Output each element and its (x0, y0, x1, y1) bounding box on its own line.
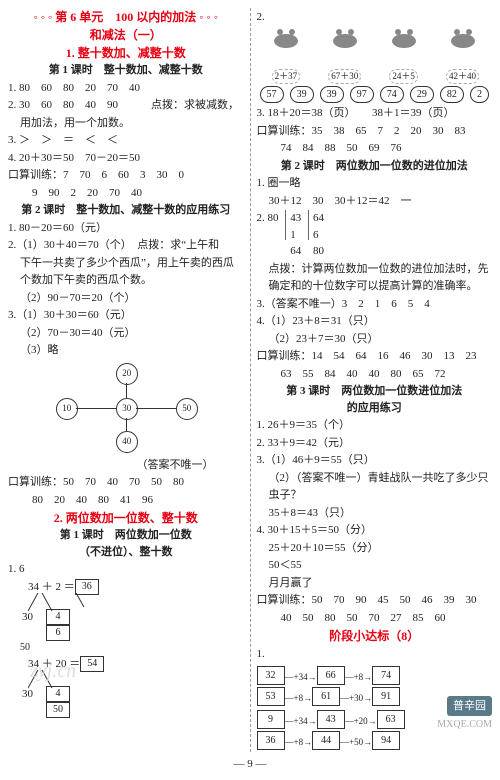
crab-1: 2＋37 (261, 27, 311, 85)
lesson-5: 第 3 课时 两位数加一位数进位加法 (257, 383, 493, 400)
lesson-4: 第 2 课时 两位数加一位数的进位加法 (257, 158, 493, 175)
watermark-bottom: MXQE.COM (437, 717, 492, 732)
answer-line: 2. 33＋9＝42（元） (257, 435, 493, 452)
lesson-1: 第 1 课时 整十数加、减整十数 (8, 62, 244, 79)
answer-line: 1. 圈一略 (257, 175, 493, 192)
oral-training-2b: 80 20 40 80 41 96 (8, 492, 244, 509)
answer-line: 下午一共卖了多少个西瓜”，用上午卖的西瓜 (8, 255, 244, 272)
answer-line: （2）23＋7＝30（只） (257, 331, 493, 348)
answer-line: 月月赢了 (257, 575, 493, 592)
flow-1-label: 1. (257, 646, 493, 663)
answer-line: 2. 30 60 80 40 90 点拨：求被减数， (8, 97, 244, 114)
answer-line: 1. 80 60 80 20 70 40 (8, 80, 244, 97)
section-2: 2. 两位数加一位数、整十数 (8, 509, 244, 527)
answer-line: 35＋8＝43（只） (257, 505, 493, 522)
oral-training-1b: 9 90 2 20 70 40 (8, 185, 244, 202)
answer-line: 3. ＞ ＞ ＝ ＜ ＜ (8, 132, 244, 149)
answer-line: （2）70－30＝40（元） (8, 325, 244, 342)
decomp-diagram-2: 34 ＋ 20 ＝54 30 4 50 (28, 656, 244, 716)
answer-line: 用加法，用一个加数。 (8, 115, 244, 132)
answer-line: 4. 20＋30＝50 70－20＝50 (8, 150, 244, 167)
answer-line: （2）90－70＝20（个） (8, 290, 244, 307)
unit-title-2: 和减法（一） (8, 26, 244, 44)
answer-line: 4.（1）23＋8＝31（只） (257, 313, 493, 330)
answer-line: 虫子？ (257, 487, 493, 504)
crab-row: 2＋37 67＋30 24＋5 42＋40 (257, 27, 493, 85)
node-mid: 30 (116, 398, 138, 420)
answer-line: 个数加下午卖的西瓜个数。 (8, 272, 244, 289)
oral-training-2: 口算训练：50 70 40 70 50 80 (8, 474, 244, 491)
node-top: 20 (116, 363, 138, 385)
oral-training-4: 口算训练：14 54 64 16 46 30 13 23 (257, 348, 493, 365)
unit-title: ◦ ◦ ◦ 第 6 单元 100 以内的加法 ◦ ◦ ◦ (8, 8, 244, 26)
diagram-note: （答案不唯一） (8, 457, 244, 474)
oral-training-1: 口算训练：7 70 6 60 3 30 0 (8, 167, 244, 184)
node-bot: 40 (116, 431, 138, 453)
corner-badge: 普辛园 (447, 696, 492, 717)
answer-line: 25＋20＋10＝55（分） (257, 540, 493, 557)
crab-3: 24＋5 (379, 27, 429, 85)
left-column: ◦ ◦ ◦ 第 6 单元 100 以内的加法 ◦ ◦ ◦ 和减法（一） 1. 整… (8, 8, 244, 752)
dot: ◦ ◦ ◦ (199, 10, 218, 24)
answer-line: 3. 18＋20＝38（页） 38＋1＝39（页） (257, 105, 493, 122)
oral-training-5b: 40 50 80 50 70 27 85 60 (257, 610, 493, 627)
answer-line: 2.（1）30＋40＝70（个） 点拨：求“上午和 (8, 237, 244, 254)
tip-2: 确定和的十位数字可以提高计算的准确率。 (257, 278, 493, 295)
lesson-5b: 的应用练习 (257, 400, 493, 417)
answer-line: （3）略 (8, 342, 244, 359)
bubble-row: 5739 3997 7429 822 (257, 86, 493, 103)
oral-training-3b: 74 84 88 50 69 76 (257, 140, 493, 157)
section-1: 1. 整十数加、减整十数 (8, 44, 244, 62)
answer-line: 30＋12 30 30＋12＝42 一 (257, 193, 493, 210)
right-column: 2. 2＋37 67＋30 24＋5 42＋40 5739 3997 7429 (257, 8, 493, 752)
answer-line: 3.（答案不唯一）3 2 1 6 5 4 (257, 296, 493, 313)
answer-line: （2）（答案不唯一）青蛙战队一共吃了多少只 (257, 470, 493, 487)
answer-line: 3.（1）30＋30＝60（元） (8, 307, 244, 324)
answer-line: 1. 80－20＝60（元） (8, 220, 244, 237)
dot: ◦ ◦ ◦ (33, 10, 52, 24)
answer-line: 4. 30＋15＋5＝50（分） (257, 522, 493, 539)
answer-line: 3.（1）46＋9＝55（只） (257, 452, 493, 469)
milestone-title: 阶段小达标（8） (257, 627, 493, 645)
answer-line: 1. 26＋9＝35（个） (257, 417, 493, 434)
tip: 点拨：计算两位数加一位数的进位加法时，先 (257, 261, 493, 278)
decomp-50: 50 (8, 640, 244, 655)
node-left: 10 (56, 398, 78, 420)
oral-training-4b: 63 55 84 40 40 80 65 72 (257, 366, 493, 383)
item-2: 2. (257, 9, 493, 26)
oral-training-5: 口算训练：50 70 90 45 50 46 39 30 (257, 592, 493, 609)
answer-line: 50＜55 (257, 557, 493, 574)
lesson-3: 第 1 课时 两位数加一位数 (8, 527, 244, 544)
crab-4: 42＋40 (438, 27, 488, 85)
number-diagram: 20 10 30 50 40 (46, 363, 206, 453)
crab-2: 67＋30 (320, 27, 370, 85)
vertical-calc: 2. 80 43164 64680 (257, 210, 493, 260)
lesson-3b: （不进位）、整十数 (8, 544, 244, 561)
page-number: — 9 — (8, 756, 492, 773)
problem-1: 1. 6 (8, 561, 244, 578)
column-divider (250, 8, 251, 752)
lesson-2: 第 2 课时 整十数加、减整十数的应用练习 (8, 202, 244, 219)
decomp-diagram-1: 34 ＋ 2 ＝36 30 4 6 (28, 579, 244, 639)
oral-training-3: 口算训练：35 38 65 7 2 20 30 83 (257, 123, 493, 140)
node-right: 50 (176, 398, 198, 420)
